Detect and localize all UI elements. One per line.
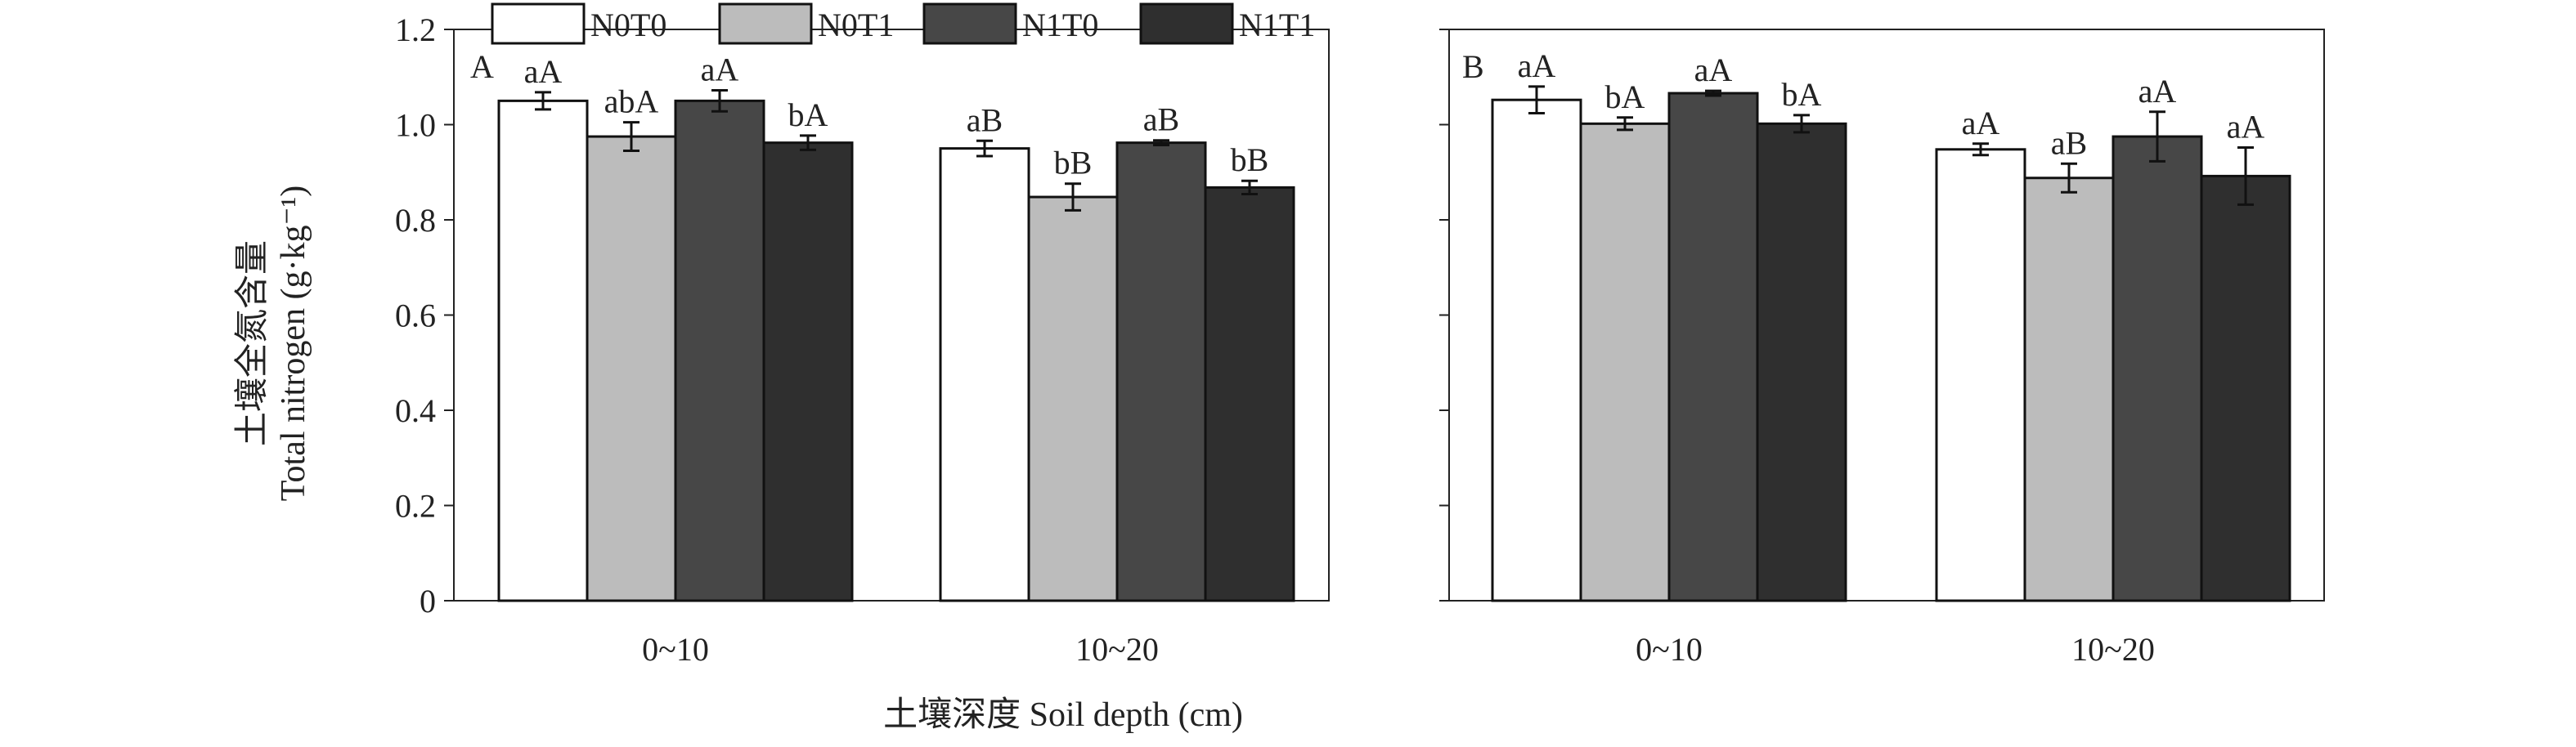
- bar-n0t0: [939, 147, 1030, 602]
- legend-label-n0t1: N0T1: [818, 7, 894, 43]
- x-tick-label: 10~20: [1075, 631, 1159, 668]
- legend-swatch-n0t0: [491, 2, 586, 45]
- x-tick-label: 0~10: [642, 631, 709, 668]
- significance-label: aA: [1518, 47, 1556, 84]
- x-tick-label: 10~20: [2071, 631, 2155, 668]
- legend-swatch-n1t1: [1139, 2, 1234, 45]
- y-axis-title-en: Total nitrogen (g·kg⁻¹): [275, 186, 312, 501]
- y-axis-title-cn: 土壤全氮含量: [233, 240, 272, 446]
- significance-label: abA: [604, 83, 659, 120]
- bar-n1t0: [2112, 135, 2203, 602]
- significance-label: aA: [1694, 51, 1733, 88]
- significance-label: aA: [2227, 108, 2265, 145]
- significance-label: bA: [1782, 76, 1822, 113]
- panel-letter: B: [1462, 48, 1484, 85]
- bar-n1t1: [1756, 122, 1847, 602]
- significance-label: aA: [701, 51, 739, 88]
- legend-swatch-n1t0: [922, 2, 1017, 45]
- legend-label-n0t0: N0T0: [590, 7, 666, 43]
- bar-n1t0: [674, 99, 765, 602]
- bar-n1t1: [2200, 174, 2291, 602]
- significance-label: aB: [2051, 124, 2087, 161]
- legend-swatch-n0t1: [718, 2, 813, 45]
- panel-letter: A: [470, 48, 494, 85]
- bar-n1t1: [762, 141, 854, 602]
- y-tick-label: 0.6: [395, 297, 436, 334]
- legend-label-n1t1: N1T1: [1239, 7, 1315, 43]
- significance-label: bA: [1605, 78, 1645, 115]
- significance-label: bB: [1231, 141, 1269, 178]
- x-tick-label: 0~10: [1636, 631, 1703, 668]
- bar-n0t0: [1491, 98, 1582, 602]
- bar-n0t1: [2023, 177, 2115, 602]
- significance-label: bB: [1054, 145, 1093, 181]
- legend: N0T0 N0T1 N1T0 N1T1: [491, 2, 1315, 45]
- panel-a: 0 0.2 0.4 0.6 0.8 1.0 1.2 A aA abA aA bA 0~10 aB bB aB b…: [395, 11, 1330, 668]
- significance-label: aB: [967, 101, 1003, 138]
- y-tick-label: 0.8: [395, 202, 436, 239]
- significance-label: aB: [1143, 101, 1179, 138]
- y-tick-label: 0: [420, 583, 436, 620]
- bar-n1t0: [1115, 141, 1207, 602]
- bar-n0t1: [1027, 195, 1119, 602]
- legend-label-n1t0: N1T0: [1022, 7, 1098, 43]
- significance-label: bA: [788, 96, 828, 133]
- bar-n1t0: [1667, 92, 1759, 602]
- y-tick-label: 1.2: [395, 11, 436, 48]
- significance-label: aA: [524, 53, 563, 90]
- x-axis-title: 土壤深度 Soil depth (cm): [883, 696, 1243, 734]
- bar-n0t0: [497, 99, 589, 602]
- bar-n1t1: [1204, 186, 1295, 602]
- y-tick-label: 0.2: [395, 488, 436, 525]
- y-tick-label: 0.4: [395, 392, 436, 429]
- bar-n0t1: [586, 135, 677, 602]
- significance-label: aA: [2138, 73, 2177, 110]
- significance-label: aA: [1962, 105, 2000, 141]
- y-tick-label: 1.0: [395, 107, 436, 144]
- bar-n0t0: [1935, 148, 2026, 602]
- bar-n0t1: [1579, 122, 1671, 602]
